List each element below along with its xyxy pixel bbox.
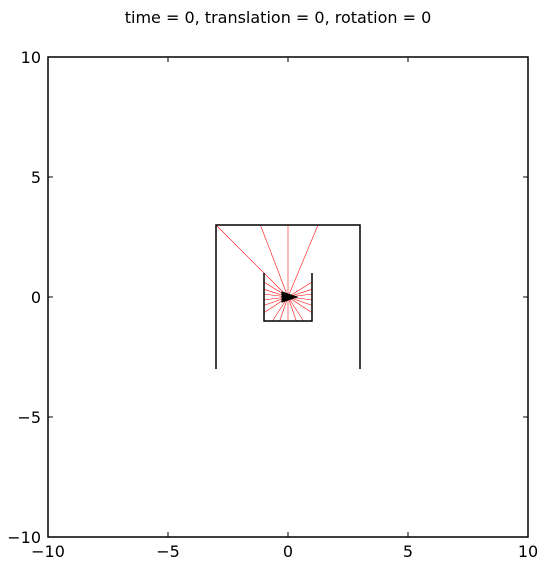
y-tick-label: 10 xyxy=(21,48,41,67)
sensor-ray xyxy=(287,296,313,313)
chart-title: time = 0, translation = 0, rotation = 0 xyxy=(125,8,432,27)
sensor-ray xyxy=(287,281,313,298)
x-tick-label: −5 xyxy=(156,542,180,561)
plot-content xyxy=(215,224,361,369)
tick-marks xyxy=(47,56,529,538)
sensor-ray xyxy=(287,296,297,322)
x-tick-label: −10 xyxy=(31,542,65,561)
y-tick-label: 5 xyxy=(31,168,41,187)
wall xyxy=(263,273,313,322)
y-tick-label: −10 xyxy=(7,528,41,547)
robot-marker xyxy=(281,291,299,303)
sensor-ray xyxy=(260,224,289,298)
x-tick-label: 0 xyxy=(283,542,293,561)
y-tick-label: −5 xyxy=(17,408,41,427)
sensor-ray xyxy=(287,224,319,298)
sensor-ray xyxy=(287,296,304,322)
sensor-ray xyxy=(279,296,289,322)
sensor-ray xyxy=(215,224,289,298)
y-tick-labels: −10 −5 0 5 10 xyxy=(7,48,41,547)
x-tick-labels: −10 −5 0 5 10 xyxy=(31,542,538,561)
x-tick-label: 5 xyxy=(403,542,413,561)
y-tick-label: 0 xyxy=(31,288,41,307)
wall xyxy=(215,224,361,369)
x-tick-label: 10 xyxy=(518,542,538,561)
